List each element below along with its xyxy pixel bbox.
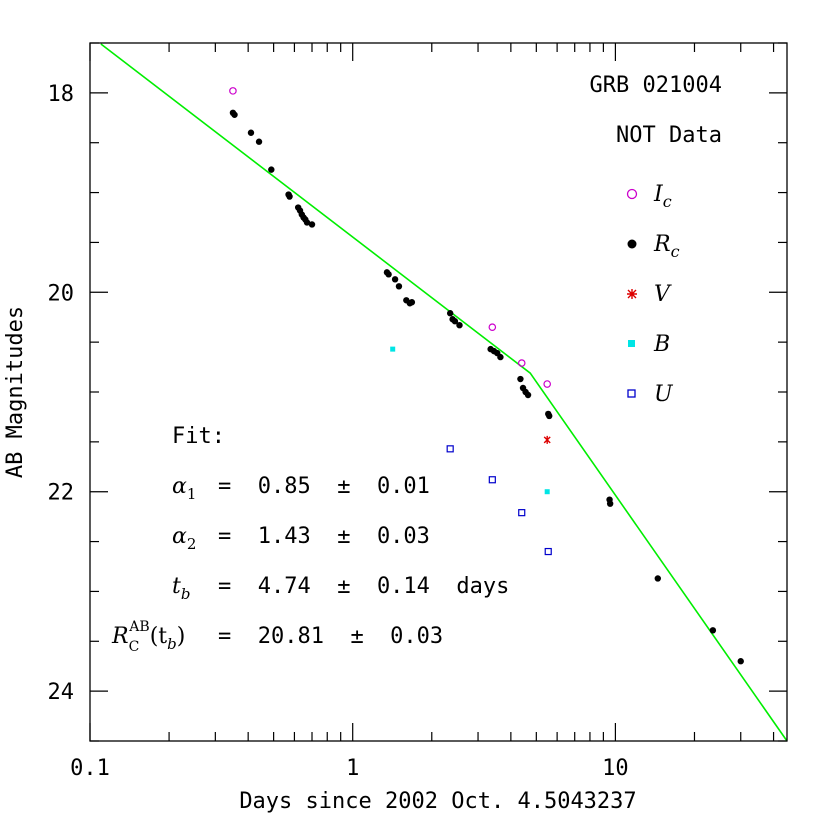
data-point-rc [606,500,614,507]
legend: Ic Rc V B U [626,182,680,407]
plot-frame [89,42,788,742]
data-point-rc [709,627,717,634]
fit-tb-value: = 4.74 ± 0.14 days [218,574,509,599]
data-point-rc [255,138,263,145]
data-point-u [518,509,526,517]
data-point-u [446,445,454,453]
data-point-ic [517,359,526,367]
data-point-rc [391,276,399,283]
data-point-rc [546,412,553,420]
data-point-rc [286,193,293,200]
data-point-rc [408,299,416,306]
data-point-rc [654,575,661,582]
data-point-rc [517,375,524,383]
data-point-b [390,346,396,352]
legend-label-ic: Ic [653,182,672,211]
legend-label-u: U [654,382,674,407]
data-points [229,87,744,665]
y-tick-label-22: 22 [48,481,75,506]
data-point-ic [543,380,551,388]
data-point-rc [308,221,316,228]
legend-label-b: B [653,332,670,357]
x-axis-label: Days since 2002 Oct. 4.5043237 [239,789,636,814]
fit-annotation: Fit: α1 = 0.85 ± 0.01 α2 = 1.43 ± 0.03 t… [111,424,509,655]
data-point-rc [446,310,454,317]
fit-tb-symbol: tb [172,574,190,603]
legend-label-rc: Rc [653,232,680,261]
data-point-u [544,547,552,556]
data-point-rc [737,658,744,665]
data-point-b [544,489,550,495]
data-point-u [488,476,496,484]
data-point-rc [456,321,463,329]
data-point-rc [247,129,255,136]
data-point-rc [497,353,504,361]
data-point-rc [385,271,392,278]
fit-rc-symbol: RCAB(tb) [111,619,185,655]
data-point-rc [451,318,459,325]
x-tick-label-10: 10 [602,756,629,781]
data-point-ic [488,323,497,331]
data-point-rc [395,283,403,290]
fit-rc-value: = 20.81 ± 0.03 [218,624,443,649]
legend-marker-u [627,389,636,398]
chart-subtitle: NOT Data [616,123,722,148]
y-axis-label: AB Magnitudes [3,306,28,478]
legend-marker-ic [626,188,638,200]
x-tick-label-1: 1 [346,756,359,781]
x-tick-label-0.1: 0.1 [70,756,110,781]
data-point-rc [231,111,238,118]
chart-title: GRB 021004 [590,73,722,98]
y-tick-label-20: 20 [48,281,75,306]
data-point-rc [268,166,275,173]
legend-label-v: V [654,282,672,307]
fit-alpha2-symbol: α2 [172,524,196,553]
axis-ticks [89,42,787,742]
fit-alpha1-value: = 0.85 ± 0.01 [218,474,430,499]
legend-marker-v [627,289,637,299]
data-point-rc [303,219,311,226]
data-point-ic [229,87,237,95]
y-tick-label-18: 18 [48,82,75,107]
fit-header: Fit: [172,424,225,449]
fit-line [100,43,788,742]
fit-alpha1-symbol: α1 [172,474,196,503]
legend-marker-rc [627,239,637,249]
data-point-v [543,435,551,444]
fit-alpha2-value: = 1.43 ± 0.03 [218,524,430,549]
data-point-rc [524,391,532,399]
legend-marker-b [628,340,635,347]
fit-line-layer [100,43,788,742]
y-tick-label-24: 24 [48,680,75,705]
